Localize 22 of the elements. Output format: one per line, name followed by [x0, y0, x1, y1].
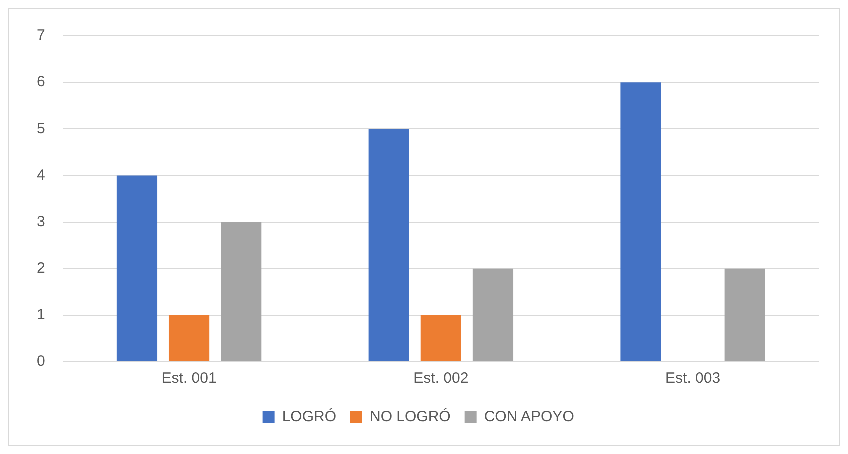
y-tick-label: 0	[37, 353, 46, 370]
bar	[472, 268, 514, 362]
bar	[368, 129, 410, 362]
x-tick-label: Est. 003	[666, 370, 721, 388]
legend-label: CON APOYO	[484, 408, 574, 426]
y-tick-label: 4	[37, 166, 46, 184]
y-tick-label: 3	[37, 213, 46, 230]
x-tick-label: Est. 001	[162, 370, 217, 388]
legend-label: NO LOGRÓ	[370, 408, 451, 426]
x-tick-label: Est. 002	[414, 370, 469, 388]
bar	[221, 222, 262, 362]
bar	[168, 315, 210, 362]
bar	[116, 176, 158, 362]
bar	[724, 268, 766, 362]
y-tick-label: 7	[37, 27, 46, 44]
bar	[620, 82, 662, 362]
y-tick-label: 5	[37, 120, 46, 138]
legend-label: LOGRÓ	[282, 408, 336, 426]
y-tick-label: 1	[37, 306, 46, 324]
y-tick-label: 6	[37, 74, 46, 91]
y-tick-label: 2	[37, 260, 46, 277]
bar	[420, 315, 462, 362]
